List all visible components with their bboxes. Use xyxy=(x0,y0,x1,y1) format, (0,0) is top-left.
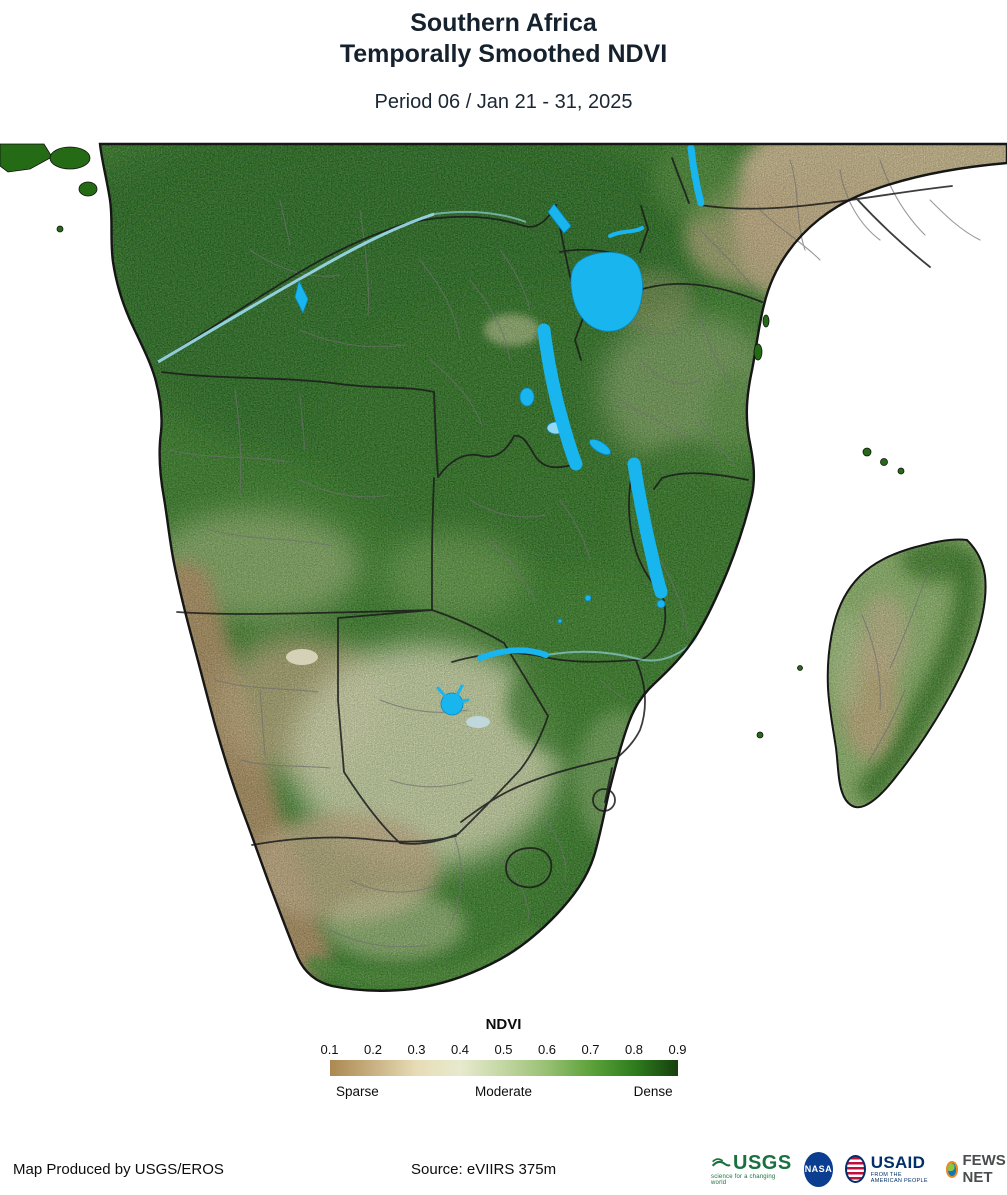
usgs-logo-text: USGS xyxy=(733,1151,792,1174)
legend-tick: 0.5 xyxy=(494,1042,513,1057)
ndvi-map xyxy=(0,142,1007,992)
legend-label-moderate: Moderate xyxy=(474,1084,533,1099)
legend-tick: 0.6 xyxy=(537,1042,557,1057)
usaid-tagline: FROM THE AMERICAN PEOPLE xyxy=(870,1172,928,1184)
usgs-logo: USGS science for a changing world xyxy=(711,1153,792,1186)
header: Southern Africa Temporally Smoothed NDVI… xyxy=(0,8,1007,114)
legend-tick: 0.9 xyxy=(668,1042,687,1057)
legend-ticks: 0.1 0.2 0.3 0.4 0.5 0.6 0.7 0.8 0.9 xyxy=(320,1042,686,1057)
legend-tick: 0.4 xyxy=(450,1042,470,1057)
map-credit: Map Produced by USGS/EROS xyxy=(13,1160,224,1178)
usgs-wave-icon xyxy=(711,1158,731,1167)
legend-labels: Sparse Moderate Dense xyxy=(330,1084,678,1102)
title-line-2: Temporally Smoothed NDVI xyxy=(339,40,668,69)
lakes xyxy=(157,144,705,728)
title-line-1: Southern Africa xyxy=(410,9,597,37)
country-borders xyxy=(157,157,953,889)
legend-tick: 0.8 xyxy=(624,1042,644,1057)
map-title: Southern Africa Temporally Smoothed NDVI xyxy=(0,8,1007,71)
source-label: Source: eVIIRS 375m xyxy=(411,1160,557,1178)
logo-strip: USGS science for a changing world NASA U… xyxy=(711,1152,1007,1186)
legend-title: NDVI xyxy=(485,1016,522,1033)
legend-tick: 0.1 xyxy=(320,1042,339,1057)
continent-raster xyxy=(100,144,1007,991)
islands xyxy=(0,143,905,739)
legend-gradient-bar xyxy=(329,1060,678,1076)
coastlines xyxy=(98,142,1007,992)
usaid-logo: USAID FROM THE AMERICAN PEOPLE xyxy=(845,1154,932,1184)
legend-tick: 0.2 xyxy=(363,1042,383,1057)
legend-tick: 0.3 xyxy=(407,1042,426,1057)
usgs-tagline: science for a changing world xyxy=(711,1173,776,1186)
usaid-logo-text: USAID xyxy=(870,1153,926,1172)
period-subtitle: Period 06 / Jan 21 - 31, 2025 xyxy=(374,90,633,113)
usaid-emblem-icon xyxy=(845,1155,866,1183)
fewsnet-logo-text: FEWS NET xyxy=(962,1152,1006,1186)
fewsnet-logo: FEWS NET xyxy=(945,1152,1007,1186)
nasa-logo: NASA xyxy=(804,1152,833,1186)
fewsnet-globe-icon xyxy=(945,1160,959,1178)
footer: Map Produced by USGS/EROS Source: eVIIRS… xyxy=(0,1148,1007,1190)
nasa-logo-text: NASA xyxy=(804,1164,833,1174)
legend-label-dense: Dense xyxy=(633,1084,673,1099)
legend-label-sparse: Sparse xyxy=(335,1084,379,1099)
legend-tick: 0.7 xyxy=(581,1042,600,1057)
map-container xyxy=(0,138,1007,1018)
legend: NDVI 0.1 0.2 0.3 0.4 0.5 0.6 0.7 0.8 0.9… xyxy=(0,1016,1007,1102)
legend-box: 0.1 0.2 0.3 0.4 0.5 0.6 0.7 0.8 0.9 Spar… xyxy=(320,1042,686,1102)
